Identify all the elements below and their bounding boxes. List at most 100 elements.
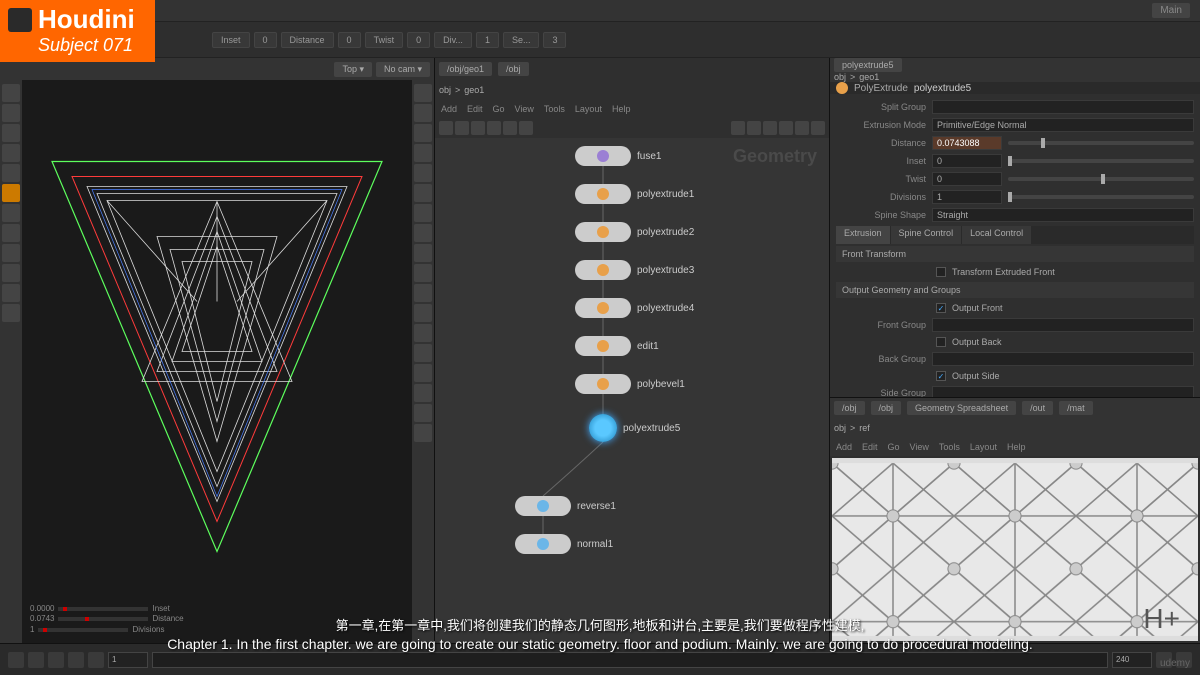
sec-output-geo[interactable]: Output Geometry and Groups [836,282,1194,298]
net-icn-1[interactable] [439,121,453,135]
distance-field[interactable]: 0 [338,32,361,48]
render-path[interactable]: obj > ref [830,418,1200,438]
net-menu-go[interactable]: Go [493,104,505,114]
split-group-field[interactable] [932,100,1194,114]
disp-opt4-icon[interactable] [414,304,432,322]
net-menu-tools[interactable]: Tools [544,104,565,114]
divisions-field[interactable]: 1 [932,190,1002,204]
r-menu-view[interactable]: View [910,442,929,452]
div-field[interactable]: 1 [476,32,499,48]
disp-cam-icon[interactable] [414,224,432,242]
node-polyextrude5[interactable]: polyextrude5 [589,414,680,442]
path-geo1[interactable]: geo1 [464,85,484,95]
disp-xray-icon[interactable] [414,144,432,162]
net-tab-0[interactable]: /obj/geo1 [439,62,492,76]
node-name[interactable]: polyextrude5 [914,83,971,94]
subtab-local[interactable]: Local Control [962,226,1031,244]
node-polybevel1[interactable]: polybevel1 [575,374,685,394]
disp-opt9-icon[interactable] [414,404,432,422]
net-icn-5[interactable] [503,121,517,135]
rtab-0[interactable]: /obj [834,401,865,415]
distance-field[interactable]: 0.0743088 [932,136,1002,150]
rtab-2[interactable]: Geometry Spreadsheet [907,401,1016,415]
disp-ghost-icon[interactable] [414,124,432,142]
net-icn-11[interactable] [795,121,809,135]
r-menu-help[interactable]: Help [1007,442,1026,452]
net-menu-add[interactable]: Add [441,104,457,114]
sec-front-transform[interactable]: Front Transform [836,246,1194,262]
node-reverse1[interactable]: reverse1 [515,496,616,516]
chk-output-back[interactable] [936,337,946,347]
inset-field[interactable]: 0 [932,154,1002,168]
net-icn-12[interactable] [811,121,825,135]
path-obj[interactable]: obj [439,85,451,95]
subtab-spine[interactable]: Spine Control [891,226,962,244]
r-menu-go[interactable]: Go [888,442,900,452]
tool-rotate-icon[interactable] [2,124,20,142]
twist-field[interactable]: 0 [932,172,1002,186]
net-icn-7[interactable] [731,121,745,135]
node-polyextrude1[interactable]: polyextrude1 [575,184,694,204]
tool-misc2-icon[interactable] [2,304,20,322]
net-icn-3[interactable] [471,121,485,135]
net-icn-6[interactable] [519,121,533,135]
node-normal1[interactable]: normal1 [515,534,613,554]
twist-slider[interactable] [1008,177,1194,181]
back-group-field[interactable] [932,352,1194,366]
chk-output-front[interactable]: ✓ [936,303,946,313]
disp-opt2-icon[interactable] [414,264,432,282]
tool-render-icon[interactable] [2,244,20,262]
tool-brush-icon[interactable] [2,164,20,182]
net-icn-9[interactable] [763,121,777,135]
tool-view-icon[interactable] [2,224,20,242]
net-menu-layout[interactable]: Layout [575,104,602,114]
node-polyextrude2[interactable]: polyextrude2 [575,222,694,242]
disp-opt6-icon[interactable] [414,344,432,362]
tool-scale-icon[interactable] [2,144,20,162]
net-icn-8[interactable] [747,121,761,135]
param-path[interactable]: obj > geo1 [830,72,1200,82]
distance-slider[interactable] [1008,141,1194,145]
r-menu-tools[interactable]: Tools [939,442,960,452]
tool-misc1-icon[interactable] [2,284,20,302]
network-path[interactable]: obj > geo1 [435,80,829,100]
disp-shaded-icon[interactable] [414,84,432,102]
network-canvas[interactable]: Geometry fuse1polyextrude1polyextrude2po… [435,138,829,643]
net-menu-help[interactable]: Help [612,104,631,114]
chk-output-side[interactable]: ✓ [936,371,946,381]
disp-bg-icon[interactable] [414,164,432,182]
node-polyextrude4[interactable]: polyextrude4 [575,298,694,318]
view-mode-top[interactable]: Top ▾ [334,62,372,77]
disp-wire-icon[interactable] [414,104,432,122]
tool-snap-icon[interactable] [2,204,20,222]
chk-transform-front[interactable] [936,267,946,277]
disp-opt10-icon[interactable] [414,424,432,442]
disp-opt1-icon[interactable] [414,244,432,262]
side-group-field[interactable] [932,386,1194,398]
tool-select-icon[interactable] [2,84,20,102]
net-icn-10[interactable] [779,121,793,135]
tool-inspect-icon[interactable] [2,264,20,282]
param-tab[interactable]: polyextrude5 [834,58,902,72]
node-fuse1[interactable]: fuse1 [575,146,661,166]
net-menu-view[interactable]: View [515,104,534,114]
rtab-4[interactable]: /mat [1059,401,1093,415]
se-field[interactable]: 3 [543,32,566,48]
inset-slider[interactable] [1008,159,1194,163]
net-icn-4[interactable] [487,121,501,135]
divisions-slider[interactable] [1008,195,1194,199]
disp-grid-icon[interactable] [414,184,432,202]
r-menu-layout[interactable]: Layout [970,442,997,452]
rtab-1[interactable]: /obj [871,401,902,415]
disp-opt7-icon[interactable] [414,364,432,382]
subtab-extrusion[interactable]: Extrusion [836,226,890,244]
front-group-field[interactable] [932,318,1194,332]
disp-light-icon[interactable] [414,204,432,222]
spine-shape-field[interactable]: Straight [932,208,1194,222]
main-tab[interactable]: Main [1152,3,1190,18]
disp-opt5-icon[interactable] [414,324,432,342]
node-polyextrude3[interactable]: polyextrude3 [575,260,694,280]
extrusion-mode-field[interactable]: Primitive/Edge Normal [932,118,1194,132]
rtab-3[interactable]: /out [1022,401,1053,415]
net-icn-2[interactable] [455,121,469,135]
